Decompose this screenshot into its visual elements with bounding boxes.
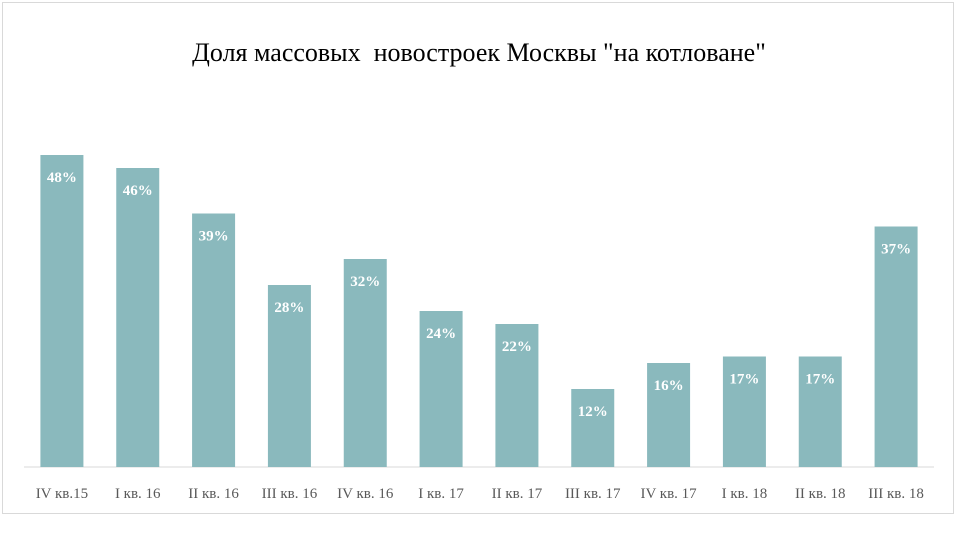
bar-value-label: 22%	[502, 339, 532, 355]
x-tick-label: III кв. 16	[262, 486, 318, 502]
x-tick-label: II кв. 16	[188, 486, 239, 502]
bar	[798, 356, 842, 467]
x-tick-label: I кв. 16	[115, 486, 161, 502]
bar	[495, 324, 539, 467]
x-tick-labels-group: IV кв.15 I кв. 16 II кв. 16 III кв. 16 IV кв…	[36, 486, 924, 502]
bar	[40, 155, 84, 467]
x-tick-label: I кв. 18	[722, 486, 768, 502]
chart-frame	[2, 2, 954, 514]
bar-value-label: 16%	[654, 378, 684, 394]
bars-group	[40, 155, 918, 467]
bar	[647, 363, 691, 467]
bar-value-label: 37%	[881, 242, 911, 258]
bar	[267, 285, 311, 467]
bar-value-label: 39%	[199, 229, 229, 245]
x-tick-label: II кв. 17	[492, 486, 543, 502]
bar-value-label: 24%	[426, 326, 456, 342]
x-tick-label: IV кв. 16	[337, 486, 394, 502]
bar	[722, 356, 766, 467]
x-tick-label: II кв. 18	[795, 486, 846, 502]
bar	[343, 259, 387, 467]
bar-value-label: 48%	[47, 170, 77, 186]
bar	[192, 213, 236, 467]
data-labels-group: 48% 46% 39% 28% 32% 24% 22% 12% 16% 17% 17% 37%	[47, 170, 911, 420]
x-tick-label: IV кв.15	[36, 486, 88, 502]
bar	[419, 311, 463, 467]
bar-value-label: 28%	[274, 300, 304, 316]
bar	[874, 226, 918, 467]
bar	[571, 389, 615, 467]
x-tick-label: III кв. 17	[565, 486, 621, 502]
chart-title: Доля массовых новостроек Москвы "на котл…	[192, 38, 766, 67]
x-tick-label: III кв. 18	[868, 486, 924, 502]
x-tick-label: I кв. 17	[418, 486, 464, 502]
bar-value-label: 17%	[805, 372, 835, 388]
bar	[116, 168, 160, 467]
bar-value-label: 12%	[578, 404, 608, 420]
bar-value-label: 46%	[123, 183, 153, 199]
x-tick-label: IV кв. 17	[640, 486, 697, 502]
bar-value-label: 17%	[729, 372, 759, 388]
bar-value-label: 32%	[350, 274, 380, 290]
